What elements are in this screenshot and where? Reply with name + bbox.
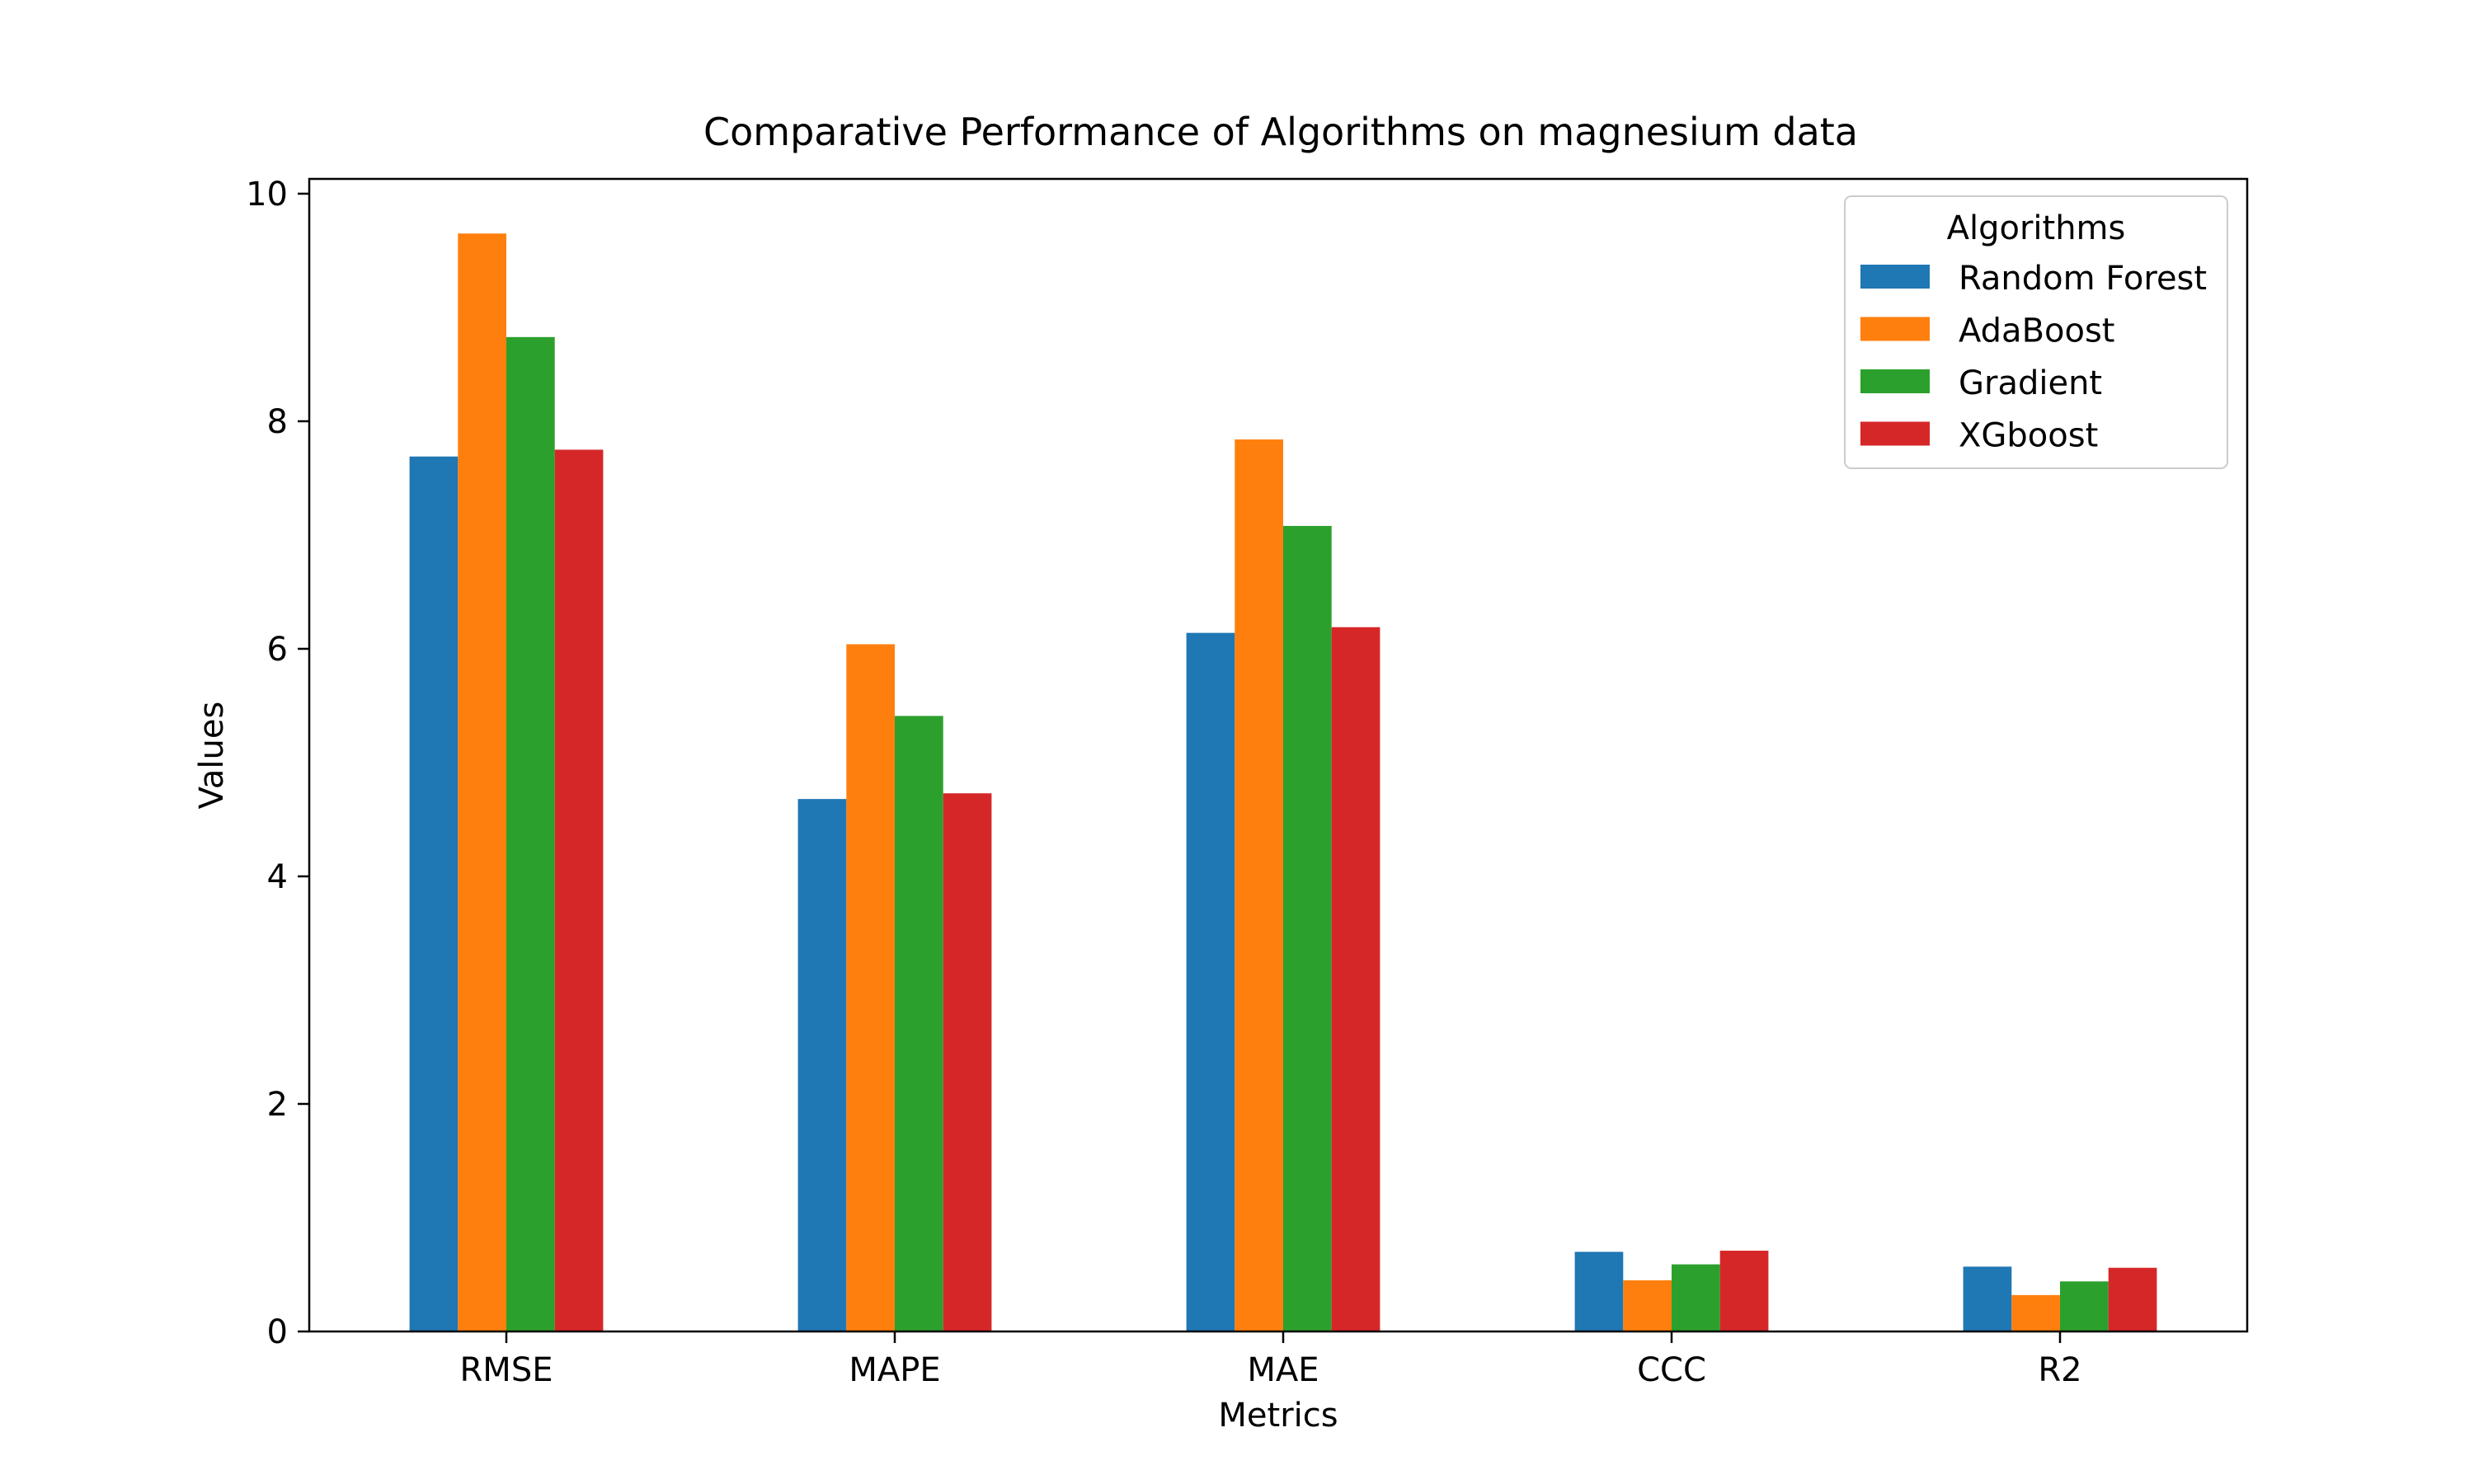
bar-gradient-mae xyxy=(1283,525,1332,1331)
legend-swatch-gradient xyxy=(1860,369,1930,393)
bar-adaboost-ccc xyxy=(1623,1280,1672,1331)
legend-label-xgboost: XGboost xyxy=(1959,417,2098,455)
y-axis: 0 2 4 6 8 10 xyxy=(246,176,309,1351)
y-axis-label: Values xyxy=(193,702,231,810)
bar-xgboost-r2 xyxy=(2108,1267,2157,1331)
y-tick-label-6: 6 xyxy=(267,631,288,669)
bar-xgboost-ccc xyxy=(1719,1251,1769,1331)
bar-adaboost-mape xyxy=(846,644,895,1331)
x-tick-label-ccc: CCC xyxy=(1637,1351,1706,1389)
bar-gradient-mape xyxy=(895,716,943,1331)
legend: Algorithms Random Forest AdaBoost Gradient… xyxy=(1844,195,2228,469)
bar-xgboost-mape xyxy=(943,793,992,1331)
y-tick-label-8: 8 xyxy=(267,403,288,441)
bar-gradient-ccc xyxy=(1672,1264,1720,1331)
axes-frame xyxy=(308,177,2249,1333)
bar-random-forest-r2 xyxy=(1963,1266,2012,1331)
x-tick-label-mae: MAE xyxy=(1247,1351,1319,1389)
legend-label-adaboost: AdaBoost xyxy=(1959,312,2114,350)
y-tick-label-4: 4 xyxy=(267,858,288,896)
y-tick-label-0: 0 xyxy=(267,1313,288,1351)
legend-label-random-forest: Random Forest xyxy=(1959,260,2207,298)
bar-random-forest-mae xyxy=(1186,632,1235,1331)
y-tick-label-10: 10 xyxy=(246,176,288,214)
bar-adaboost-r2 xyxy=(2011,1294,2060,1331)
legend-box xyxy=(1844,195,2228,469)
x-axis-label: Metrics xyxy=(1218,1397,1338,1435)
legend-swatch-adaboost xyxy=(1860,317,1930,341)
bar-random-forest-rmse xyxy=(409,456,459,1331)
x-tick-label-r2: R2 xyxy=(2038,1351,2081,1389)
bar-gradient-r2 xyxy=(2060,1281,2109,1331)
x-tick-label-mape: MAPE xyxy=(849,1351,940,1389)
chart-title: Comparative Performance of Algorithms on… xyxy=(703,110,1858,154)
bar-adaboost-mae xyxy=(1235,439,1283,1331)
bar-random-forest-ccc xyxy=(1574,1252,1624,1331)
legend-swatch-xgboost xyxy=(1860,421,1930,446)
legend-label-gradient: Gradient xyxy=(1959,364,2102,402)
bar-xgboost-mae xyxy=(1331,627,1380,1331)
legend-items: Random Forest AdaBoost Gradient XGboost xyxy=(1860,260,2207,455)
bar-xgboost-rmse xyxy=(554,449,604,1332)
y-tick-label-2: 2 xyxy=(267,1086,288,1124)
bar-gradient-rmse xyxy=(506,336,555,1332)
bar-adaboost-rmse xyxy=(458,233,506,1331)
x-axis: RMSE MAPE MAE CCC R2 xyxy=(460,1331,2082,1389)
legend-title: Algorithms xyxy=(1947,209,2126,247)
bar-random-forest-mape xyxy=(797,799,847,1331)
plot-area xyxy=(409,233,2157,1332)
legend-swatch-random-forest xyxy=(1860,265,1930,289)
x-tick-label-rmse: RMSE xyxy=(460,1351,553,1389)
